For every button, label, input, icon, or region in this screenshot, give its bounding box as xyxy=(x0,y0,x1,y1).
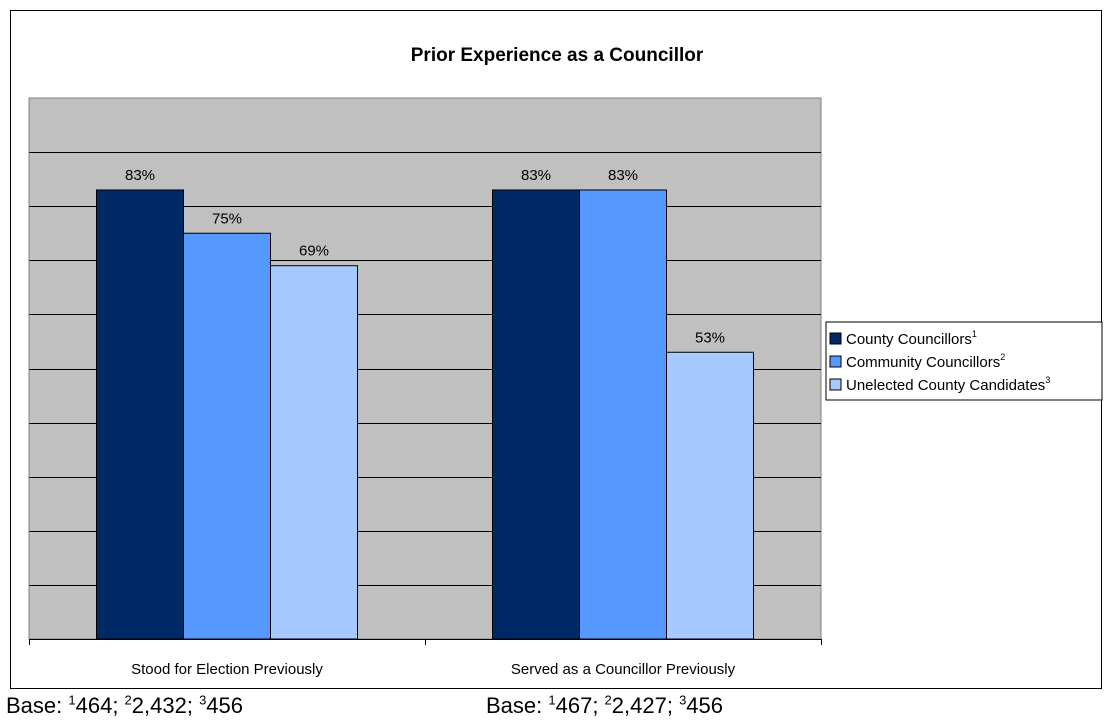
legend-box xyxy=(825,321,1103,401)
legend-label: County Councillors1 xyxy=(846,329,977,348)
base-note-left: Base: 1464; 22,432; 3456 xyxy=(6,692,244,718)
bar xyxy=(270,265,358,640)
x-tick-label: Served as a Councillor Previously xyxy=(511,661,736,678)
data-label: 75% xyxy=(212,210,242,227)
legend-label: Unelected County Candidates3 xyxy=(846,375,1050,394)
bar xyxy=(666,351,754,640)
bar xyxy=(183,232,271,640)
chart-svg: Prior Experience as a Councillor 83% 75% 69… xyxy=(28,45,1103,678)
x-tick-label: Stood for Election Previously xyxy=(131,661,323,678)
data-label: 83% xyxy=(125,167,155,184)
data-label: 83% xyxy=(521,167,551,184)
bar xyxy=(96,189,184,640)
chart-title: Prior Experience as a Councillor xyxy=(411,45,704,66)
data-label: 83% xyxy=(608,167,638,184)
data-label: 53% xyxy=(695,329,725,346)
bar xyxy=(579,189,667,640)
data-label: 69% xyxy=(299,243,329,260)
legend-swatch xyxy=(829,378,842,391)
legend-label: Community Councillors2 xyxy=(846,352,1005,371)
bar xyxy=(492,189,580,640)
chart-frame: Prior Experience as a Councillor 83% 75% 69… xyxy=(10,10,1103,689)
base-note-right: Base: 1467; 22,427; 3456 xyxy=(486,692,724,718)
legend-swatch xyxy=(829,332,842,345)
legend-swatch xyxy=(829,355,842,368)
